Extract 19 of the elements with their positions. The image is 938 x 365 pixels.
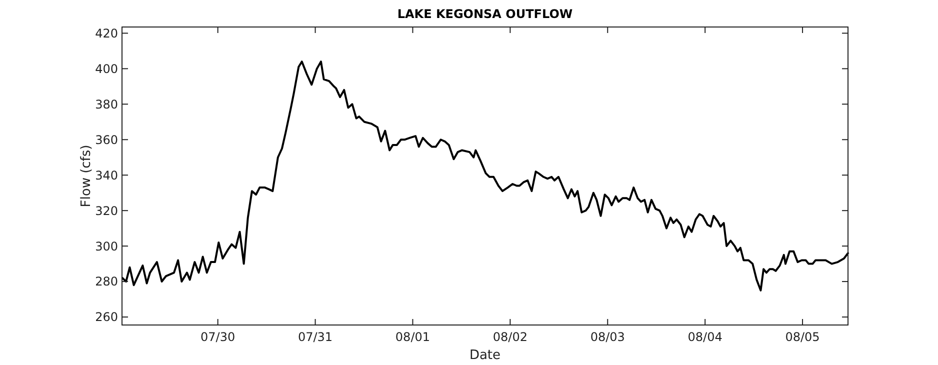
x-tick-label: 08/01 [395, 330, 430, 344]
y-tick-label: 360 [95, 132, 118, 147]
x-tick-label: 07/30 [200, 330, 236, 344]
x-axis-title: Date [469, 348, 501, 363]
x-tick-label: 08/05 [785, 330, 820, 344]
x-tick-label: 08/02 [492, 330, 528, 344]
y-tick-label: 340 [95, 168, 118, 182]
x-tick-label: 08/03 [590, 330, 625, 344]
y-tick-label: 420 [95, 26, 118, 40]
y-tick-label: 320 [95, 204, 118, 218]
y-axis-title: Flow (cfs) [79, 144, 94, 208]
x-tick-label: 08/04 [688, 330, 722, 344]
x-tick-label: 07/31 [298, 330, 333, 344]
y-tick-label: 400 [95, 62, 118, 76]
chart-title: LAKE KEGONSA OUTFLOW [397, 7, 573, 21]
y-tick-label: 260 [95, 310, 118, 324]
y-tick-label: 300 [95, 239, 118, 254]
y-tick-label: 380 [95, 97, 118, 112]
y-tick-label: 280 [95, 274, 118, 289]
